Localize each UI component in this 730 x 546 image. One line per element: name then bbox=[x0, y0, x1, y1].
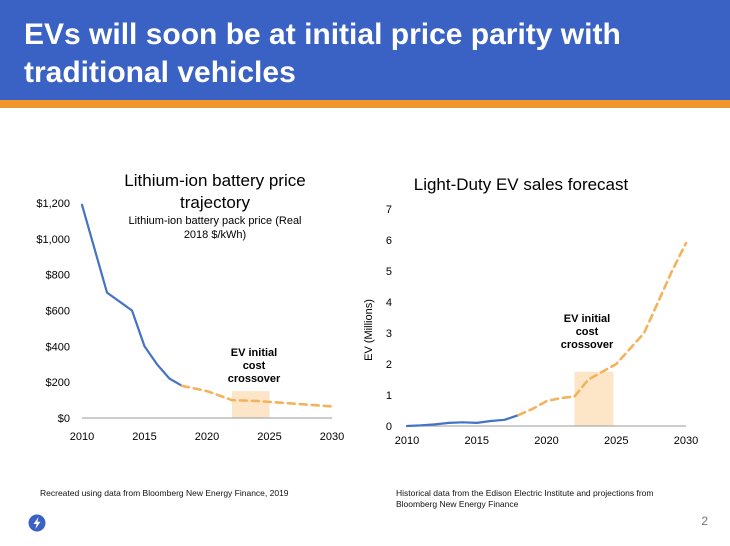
chart1-x-tick-label: 2015 bbox=[132, 431, 156, 443]
slide-title: EVs will soon be at initial price parity… bbox=[24, 18, 621, 89]
right-chart-source: Historical data from the Edison Electric… bbox=[396, 488, 654, 509]
chart2-x-tick-label: 2015 bbox=[465, 435, 489, 447]
chart1-annotation-label: crossover bbox=[228, 373, 281, 385]
chart2-x-tick-label: 2020 bbox=[534, 435, 558, 447]
chart2-projection-line bbox=[517, 241, 688, 417]
chart2-title: Light-Duty EV sales forecast bbox=[414, 175, 629, 194]
chart2-y-tick-label: 0 bbox=[386, 421, 392, 433]
chart1-crossover-region bbox=[232, 391, 270, 418]
chart2-y-tick-label: 1 bbox=[386, 390, 392, 402]
chart2-y-tick-label: 6 bbox=[386, 235, 392, 247]
chart1-historical-line bbox=[80, 203, 184, 387]
chart1-annotation-label: EV initial bbox=[231, 347, 277, 359]
chart2-historical-line bbox=[405, 414, 520, 428]
chart2-x-tick-label: 2025 bbox=[604, 435, 628, 447]
chart2-y-tick-label: 4 bbox=[386, 297, 392, 309]
chart1-y-tick-label: $0 bbox=[58, 413, 70, 425]
chart2-y-tick-label: 5 bbox=[386, 266, 392, 278]
chart2-y-tick-label: 3 bbox=[386, 328, 392, 340]
lightning-bolt-logo-icon bbox=[28, 514, 46, 532]
chart1-projection-line bbox=[180, 384, 334, 408]
slide-header bbox=[0, 0, 730, 100]
chart1-title-line1: Lithium-ion battery price bbox=[124, 171, 305, 190]
left-chart-source: Recreated using data from Bloomberg New … bbox=[40, 488, 289, 498]
chart2-annotation-label: crossover bbox=[561, 339, 614, 351]
chart2-y-tick-label: 7 bbox=[386, 204, 392, 216]
chart2-x-tick-label: 2010 bbox=[395, 435, 419, 447]
chart2-annotation-label: EV initial bbox=[564, 313, 610, 325]
chart1-subtitle-line2: 2018 $/kWh) bbox=[184, 229, 246, 241]
chart1-x-tick-label: 2025 bbox=[257, 431, 281, 443]
chart1-title-line2: trajectory bbox=[180, 193, 250, 212]
page-number: 2 bbox=[701, 514, 708, 528]
chart1-y-tick-label: $1,200 bbox=[36, 198, 70, 210]
chart2-annotation-label: cost bbox=[576, 326, 599, 338]
chart1-y-tick-label: $600 bbox=[46, 306, 70, 318]
chart1-x-tick-label: 2030 bbox=[320, 431, 344, 443]
chart2-x-tick-label: 2030 bbox=[674, 435, 698, 447]
chart2-y-axis-label: EV (Millions) bbox=[363, 299, 375, 361]
chart1-x-tick-label: 2020 bbox=[195, 431, 219, 443]
chart1-y-tick-label: $200 bbox=[46, 377, 70, 389]
chart2-y-tick-label: 2 bbox=[386, 359, 392, 371]
chart1-x-tick-label: 2010 bbox=[70, 431, 94, 443]
chart1-y-tick-label: $800 bbox=[46, 270, 70, 282]
chart1-y-tick-label: $400 bbox=[46, 341, 70, 353]
chart1-subtitle-line1: Lithium-ion battery pack price (Real bbox=[128, 215, 301, 227]
header-accent-stripe bbox=[0, 100, 730, 108]
chart2-crossover-region bbox=[574, 371, 614, 426]
chart1-y-tick-label: $1,000 bbox=[36, 234, 70, 246]
chart1-annotation-label: cost bbox=[243, 360, 266, 372]
